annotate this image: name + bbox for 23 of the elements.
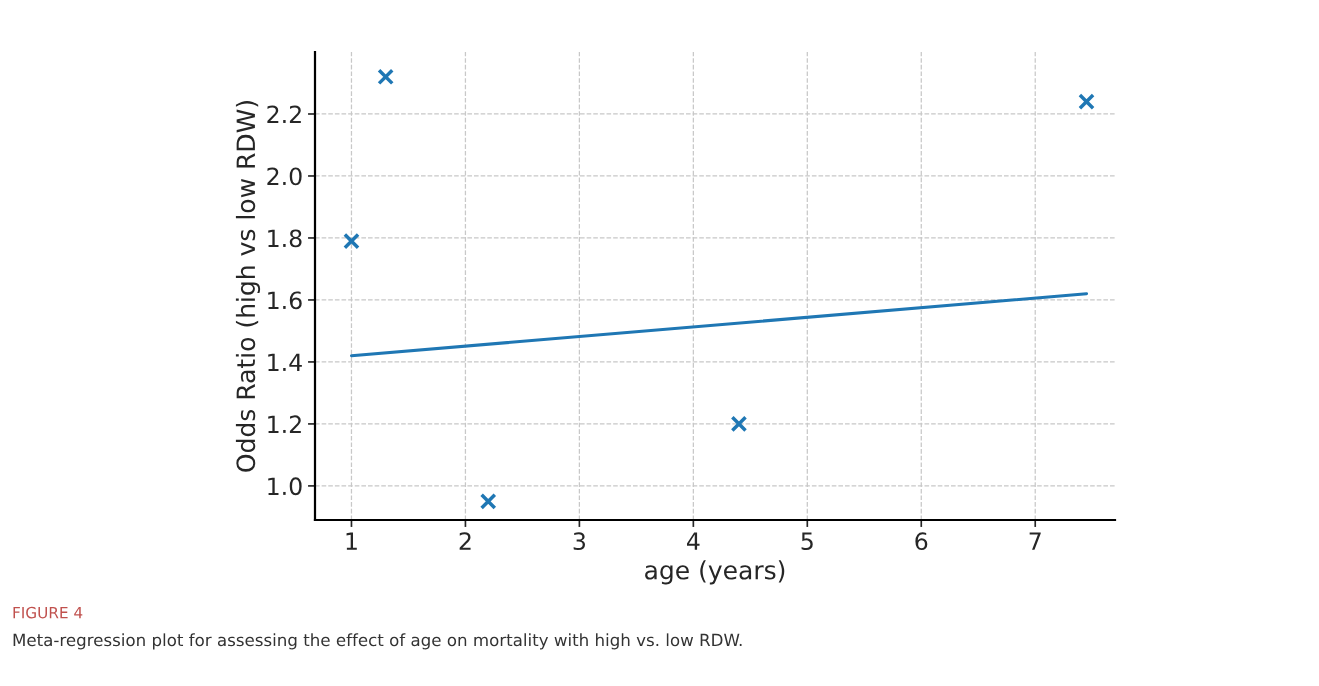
- y-tick-label: 2.2: [267, 105, 301, 123]
- y-tick-label: 1.0: [268, 477, 302, 496]
- x-tick-label: 1: [346, 532, 357, 550]
- y-tick-label: 2.0: [267, 167, 302, 186]
- point: [377, 68, 394, 86]
- point: [479, 493, 497, 510]
- point: [343, 232, 360, 250]
- y-tick-label: 1.2: [268, 415, 301, 433]
- x-tick-label: 4: [686, 532, 700, 550]
- x-tick-label: 3: [573, 532, 586, 551]
- point: [1078, 93, 1095, 110]
- x-tick-label: 7: [1029, 532, 1041, 550]
- y-tick-label: 1.8: [268, 229, 302, 248]
- y-tick-label: 1.6: [268, 291, 302, 310]
- caption: FIGURE 4: [13, 606, 83, 619]
- x-tick-label: 6: [915, 532, 928, 551]
- y-axis-title: Odds Ratio (high vs low RDW): [235, 101, 261, 472]
- x-tick-label: 5: [801, 532, 813, 551]
- x-axis-title: age (years): [645, 560, 785, 585]
- point: [730, 415, 748, 433]
- text: Meta-regression plot for assessing the effect of age on mortality with high vs. low RDW.: [13, 633, 742, 650]
- y-tick-label: 1.4: [268, 353, 302, 371]
- x-tick-label: 2: [459, 532, 471, 550]
